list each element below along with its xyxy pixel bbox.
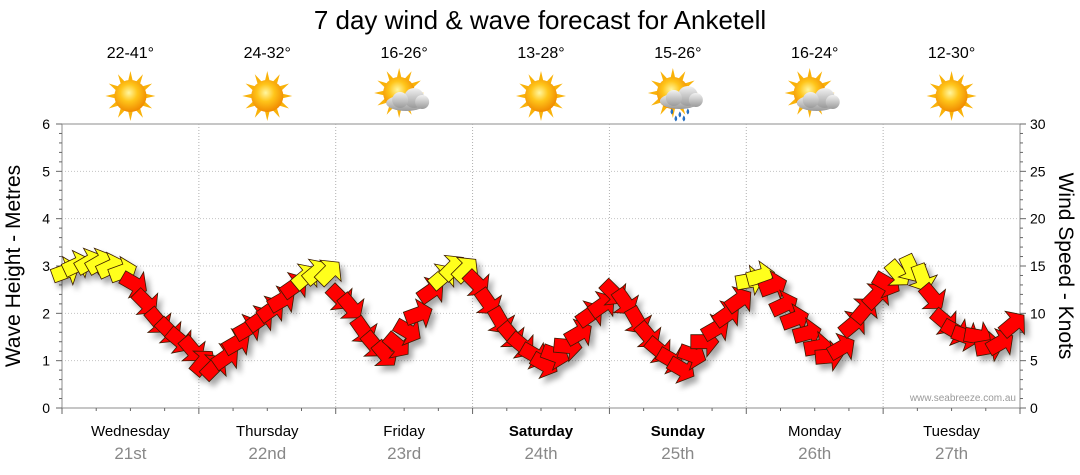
left-tick-label: 0	[42, 400, 50, 416]
left-tick-label: 3	[42, 258, 50, 274]
temperature-range: 15-26°	[654, 45, 701, 62]
day-name-label: Monday	[788, 423, 842, 440]
sun-icon	[242, 71, 293, 121]
day-name-label: Friday	[383, 423, 425, 440]
cloud-shape	[796, 88, 840, 111]
wind-arrow	[723, 286, 752, 315]
right-tick-label: 0	[1030, 400, 1038, 416]
right-tick-label: 5	[1030, 353, 1038, 369]
temperature-range: 16-26°	[380, 45, 427, 62]
sun-disc	[114, 80, 147, 112]
showers-icon	[647, 68, 703, 122]
wind-arrow	[381, 330, 409, 359]
wind-arrow	[997, 310, 1025, 340]
wind-arrows	[49, 247, 1025, 384]
wind-arrow	[757, 269, 788, 301]
daily-temperatures: 22-41° 24-32° 16-26° 13-28° 15-26° 16-24° 12-3…	[107, 45, 975, 62]
day-date-label: 26th	[798, 444, 831, 463]
chart-title: 7 day wind & wave forecast for Anketell	[314, 5, 766, 35]
sun-icon	[516, 71, 566, 121]
cloud-shape	[659, 86, 703, 109]
weather-icons	[105, 68, 977, 122]
sun-disc	[251, 80, 284, 112]
left-tick-label: 2	[42, 305, 50, 321]
day-date-label: 24th	[524, 444, 557, 463]
partly-cloudy-icon	[374, 68, 430, 118]
day-name-label: Wednesday	[91, 423, 170, 440]
rain-drops	[670, 108, 690, 122]
right-tick-label: 25	[1030, 163, 1046, 179]
wind-arrow	[768, 289, 798, 319]
sun-icon	[926, 71, 977, 121]
wind-arrow	[665, 355, 695, 384]
right-tick-label: 15	[1030, 258, 1046, 274]
partly-cloudy-icon	[784, 68, 840, 118]
right-tick-label: 10	[1030, 305, 1046, 321]
day-name-label: Sunday	[651, 423, 706, 440]
wind-arrow	[825, 332, 855, 362]
right-axis-title: Wind Speed - Knots	[1054, 173, 1077, 360]
left-tick-label: 4	[42, 211, 50, 227]
wind-arrow	[370, 338, 399, 366]
left-tick-label: 5	[42, 163, 50, 179]
right-tick-label: 20	[1030, 211, 1046, 227]
day-name-label: Saturday	[509, 423, 574, 440]
day-name-label: Tuesday	[923, 423, 980, 440]
wind-arrow	[870, 270, 900, 299]
day-date-label: 27th	[935, 444, 968, 463]
day-labels: Wednesday 21st Thursday 22nd Friday 23rd Satur…	[91, 423, 981, 463]
wind-arrow	[402, 298, 433, 329]
sun-disc	[935, 80, 968, 112]
wind-arrow	[779, 303, 809, 334]
temperature-range: 24-32°	[244, 45, 291, 62]
day-date-label: 22nd	[248, 444, 286, 463]
left-axis-title: Wave Height - Metres	[2, 165, 25, 367]
wind-arrow	[391, 317, 421, 347]
temperature-range: 16-24°	[791, 45, 838, 62]
sun-icon	[105, 71, 156, 121]
day-date-label: 21st	[114, 444, 146, 463]
left-tick-label: 6	[42, 116, 50, 132]
day-date-label: 25th	[661, 444, 694, 463]
right-tick-label: 30	[1030, 116, 1046, 132]
left-tick-label: 1	[42, 353, 50, 369]
sun-disc	[525, 80, 557, 112]
wind-arrow	[791, 316, 822, 348]
day-date-label: 23rd	[387, 444, 421, 463]
temperature-range: 12-30°	[928, 45, 975, 62]
axis-ticks: 0 1 2 3 4 5 6 0 5 10 15 20 25 30	[42, 116, 1046, 416]
cloud-shape	[386, 88, 430, 111]
wind-arrow	[313, 259, 342, 288]
credit-text: www.seabreeze.com.au	[909, 393, 1016, 404]
temperature-range: 13-28°	[517, 45, 564, 62]
day-name-label: Thursday	[236, 423, 299, 440]
temperature-range: 22-41°	[107, 45, 154, 62]
